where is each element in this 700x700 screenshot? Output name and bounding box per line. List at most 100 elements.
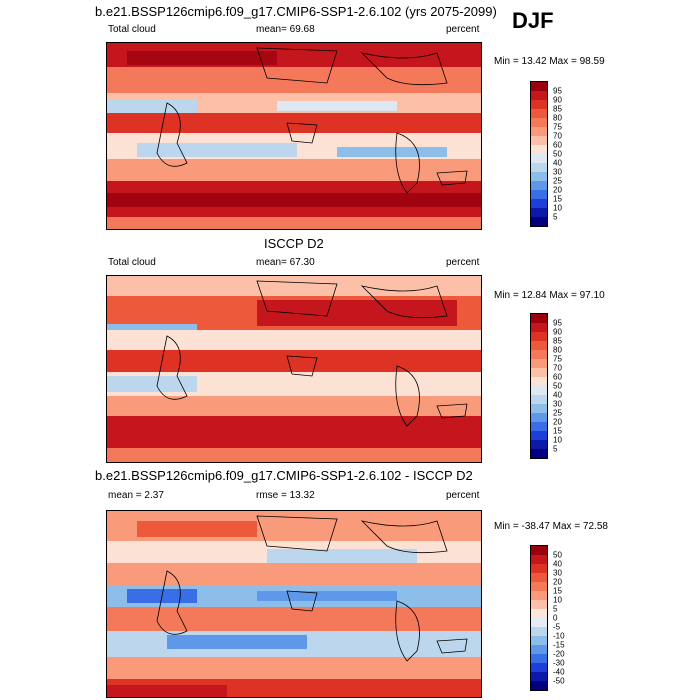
- colorbar-tick-label: 10: [553, 203, 562, 213]
- panel-1-minmax: Min = 13.42 Max = 98.59: [494, 56, 605, 67]
- colorbar-swatch: [531, 332, 547, 341]
- colorbar-swatch: [531, 413, 547, 422]
- colorbar-swatch: [531, 118, 547, 127]
- panel-1-map-field: [107, 43, 481, 229]
- colorbar-swatch: [531, 404, 547, 413]
- colorbar-tick-label: 30: [553, 568, 562, 578]
- colorbar-swatch: [531, 431, 547, 440]
- colorbar-swatch: [531, 154, 547, 163]
- colorbar-tick-label: 20: [553, 185, 562, 195]
- colorbar-swatch: [531, 208, 547, 217]
- colorbar-tick-label: 5: [553, 444, 558, 454]
- colorbar-tick-label: 80: [553, 113, 562, 123]
- colorbar-tick-label: 50: [553, 381, 562, 391]
- panel-2-coastlines: [156, 280, 468, 427]
- colorbar-swatch: [531, 377, 547, 386]
- panel-2-colorbar: [530, 313, 548, 459]
- panel-1-colorbar: [530, 81, 548, 227]
- colorbar-tick-label: 60: [553, 140, 562, 150]
- colorbar-swatch: [531, 314, 547, 323]
- colorbar-swatch: [531, 546, 547, 555]
- season-label: DJF: [512, 8, 554, 33]
- colorbar-swatch: [531, 555, 547, 564]
- colorbar-tick-label: 90: [553, 95, 562, 105]
- panel-1-title: b.e21.BSSP126cmip6.f09_g17.CMIP6-SSP1-2.…: [95, 4, 497, 19]
- colorbar-swatch: [531, 190, 547, 199]
- colorbar-tick-label: 40: [553, 559, 562, 569]
- colorbar-tick-label: 80: [553, 345, 562, 355]
- colorbar-swatch: [531, 217, 547, 226]
- panel-1-map: [106, 42, 482, 230]
- colorbar-swatch: [531, 341, 547, 350]
- colorbar-tick-label: 30: [553, 167, 562, 177]
- panel-3-units-label: percent: [446, 490, 480, 501]
- colorbar-tick-label: 70: [553, 363, 562, 373]
- colorbar-swatch: [531, 591, 547, 600]
- colorbar-tick-label: 0: [553, 613, 558, 623]
- colorbar-swatch: [531, 181, 547, 190]
- colorbar-swatch: [531, 645, 547, 654]
- colorbar-tick-label: 70: [553, 131, 562, 141]
- panel-3-rmse-label: rmse = 13.32: [256, 490, 315, 501]
- panel-1-coastlines: [156, 47, 468, 194]
- colorbar-tick-label: 15: [553, 586, 562, 596]
- colorbar-tick-label: 40: [553, 390, 562, 400]
- panel-3-map: [106, 510, 482, 698]
- colorbar-swatch: [531, 609, 547, 618]
- colorbar-swatch: [531, 573, 547, 582]
- colorbar-tick-label: 15: [553, 194, 562, 204]
- colorbar-tick-label: 90: [553, 327, 562, 337]
- colorbar-tick-label: 30: [553, 399, 562, 409]
- colorbar-tick-label: -30: [553, 658, 565, 668]
- colorbar-swatch: [531, 359, 547, 368]
- colorbar-tick-label: 10: [553, 595, 562, 605]
- colorbar-swatch: [531, 100, 547, 109]
- colorbar-swatch: [531, 618, 547, 627]
- colorbar-swatch: [531, 91, 547, 100]
- colorbar-tick-label: 95: [553, 318, 562, 328]
- colorbar-swatch: [531, 600, 547, 609]
- colorbar-tick-label: 5: [553, 212, 558, 222]
- panel-2-mean-label: mean= 67.30: [256, 257, 315, 268]
- colorbar-swatch: [531, 323, 547, 332]
- colorbar-swatch: [531, 368, 547, 377]
- colorbar-swatch: [531, 350, 547, 359]
- colorbar-swatch: [531, 672, 547, 681]
- colorbar-tick-label: 85: [553, 336, 562, 346]
- colorbar-tick-label: -40: [553, 667, 565, 677]
- colorbar-swatch: [531, 136, 547, 145]
- colorbar-tick-label: -15: [553, 640, 565, 650]
- colorbar-tick-label: 20: [553, 577, 562, 587]
- colorbar-swatch: [531, 636, 547, 645]
- panel-2-variable-label: Total cloud: [108, 257, 156, 268]
- colorbar-tick-label: -5: [553, 622, 561, 632]
- panel-2-units-label: percent: [446, 257, 480, 268]
- colorbar-swatch: [531, 163, 547, 172]
- colorbar-swatch: [531, 564, 547, 573]
- colorbar-tick-label: 10: [553, 435, 562, 445]
- colorbar-swatch: [531, 440, 547, 449]
- colorbar-tick-label: 40: [553, 158, 562, 168]
- panel-1-mean-label: mean= 69.68: [256, 24, 315, 35]
- colorbar-tick-label: -20: [553, 649, 565, 659]
- panel-3-coastlines: [156, 515, 468, 662]
- colorbar-swatch: [531, 109, 547, 118]
- colorbar-tick-label: 85: [553, 104, 562, 114]
- colorbar-swatch: [531, 395, 547, 404]
- panel-3-minmax: Min = -38.47 Max = 72.58: [494, 521, 608, 532]
- colorbar-swatch: [531, 654, 547, 663]
- colorbar-swatch: [531, 582, 547, 591]
- colorbar-swatch: [531, 663, 547, 672]
- panel-3-map-field: [107, 511, 481, 697]
- panel-2-map: [106, 275, 482, 463]
- colorbar-tick-label: 25: [553, 176, 562, 186]
- colorbar-tick-label: 95: [553, 86, 562, 96]
- colorbar-tick-label: -50: [553, 676, 565, 686]
- colorbar-swatch: [531, 127, 547, 136]
- panel-2-map-field: [107, 276, 481, 462]
- colorbar-tick-label: 15: [553, 426, 562, 436]
- panel-3-colorbar: [530, 545, 548, 691]
- colorbar-tick-label: 50: [553, 550, 562, 560]
- panel-1-units-label: percent: [446, 24, 480, 35]
- colorbar-swatch: [531, 422, 547, 431]
